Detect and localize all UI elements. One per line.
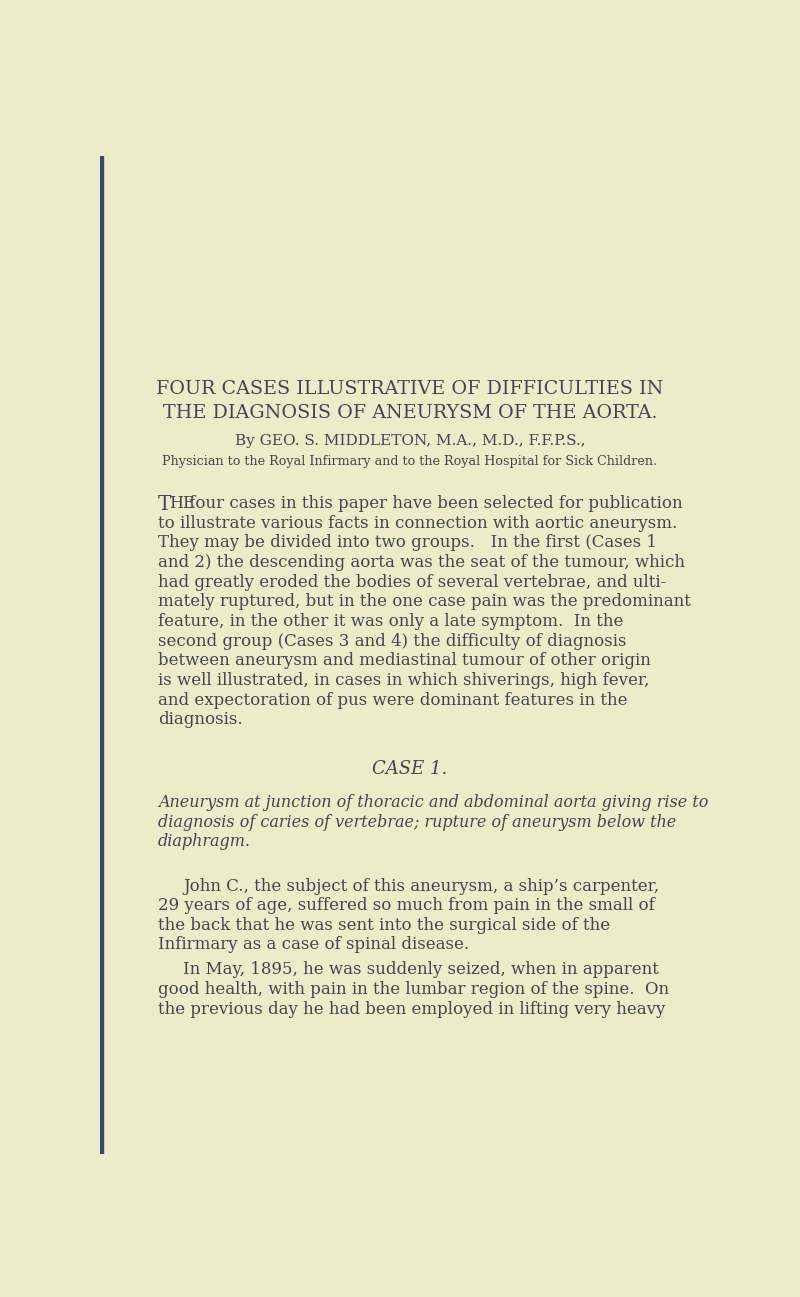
Text: good health, with pain in the lumbar region of the spine.  On: good health, with pain in the lumbar reg… [158, 981, 670, 999]
Text: diagnosis of caries of vertebrae; rupture of aneurysm below the: diagnosis of caries of vertebrae; ruptur… [158, 813, 676, 830]
Text: diaphragm.: diaphragm. [158, 833, 251, 851]
Text: and 2) the descending aorta was the seat of the tumour, which: and 2) the descending aorta was the seat… [158, 554, 685, 571]
Text: John C., the subject of this aneurysm, a ship’s carpenter,: John C., the subject of this aneurysm, a… [183, 878, 659, 895]
Text: Infirmary as a case of spinal disease.: Infirmary as a case of spinal disease. [158, 936, 470, 953]
Text: the back that he was sent into the surgical side of the: the back that he was sent into the surgi… [158, 917, 610, 934]
Text: feature, in the other it was only a late symptom.  In the: feature, in the other it was only a late… [158, 613, 623, 630]
Text: Physician to the Royal Infirmary and to the Royal Hospital for Sick Children.: Physician to the Royal Infirmary and to … [162, 455, 658, 468]
Text: CASE 1.: CASE 1. [372, 760, 448, 778]
Text: four cases in this paper have been selected for publication: four cases in this paper have been selec… [184, 495, 682, 512]
Text: second group (Cases 3 and 4) the difficulty of diagnosis: second group (Cases 3 and 4) the difficu… [158, 633, 626, 650]
Bar [100, 156, 103, 1154]
Text: the previous day he had been employed in lifting very heavy: the previous day he had been employed in… [158, 1001, 666, 1018]
Text: had greatly eroded the bodies of several vertebrae, and ulti-: had greatly eroded the bodies of several… [158, 573, 666, 590]
Text: diagnosis.: diagnosis. [158, 711, 242, 728]
Text: 29 years of age, suffered so much from pain in the small of: 29 years of age, suffered so much from p… [158, 898, 655, 914]
Text: They may be divided into two groups.   In the first (Cases 1: They may be divided into two groups. In … [158, 534, 657, 551]
Text: THE DIAGNOSIS OF ANEURYSM OF THE AORTA.: THE DIAGNOSIS OF ANEURYSM OF THE AORTA. [162, 403, 658, 422]
Text: between aneurysm and mediastinal tumour of other origin: between aneurysm and mediastinal tumour … [158, 652, 651, 669]
Text: In May, 1895, he was suddenly seized, when in apparent: In May, 1895, he was suddenly seized, wh… [183, 961, 659, 978]
Text: mately ruptured, but in the one case pain was the predominant: mately ruptured, but in the one case pai… [158, 594, 691, 611]
Text: HE: HE [170, 495, 195, 512]
Text: and expectoration of pus were dominant features in the: and expectoration of pus were dominant f… [158, 691, 628, 708]
Text: By GEO. S. MIDDLETON, M.A., M.D., F.F.P.S.,: By GEO. S. MIDDLETON, M.A., M.D., F.F.P.… [234, 434, 586, 449]
Text: T: T [158, 495, 172, 514]
Text: FOUR CASES ILLUSTRATIVE OF DIFFICULTIES IN: FOUR CASES ILLUSTRATIVE OF DIFFICULTIES … [156, 380, 664, 398]
Text: is well illustrated, in cases in which shiverings, high fever,: is well illustrated, in cases in which s… [158, 672, 650, 689]
Text: Aneurysm at junction of thoracic and abdominal aorta giving rise to: Aneurysm at junction of thoracic and abd… [158, 794, 709, 811]
Text: to illustrate various facts in connection with aortic aneurysm.: to illustrate various facts in connectio… [158, 515, 678, 532]
